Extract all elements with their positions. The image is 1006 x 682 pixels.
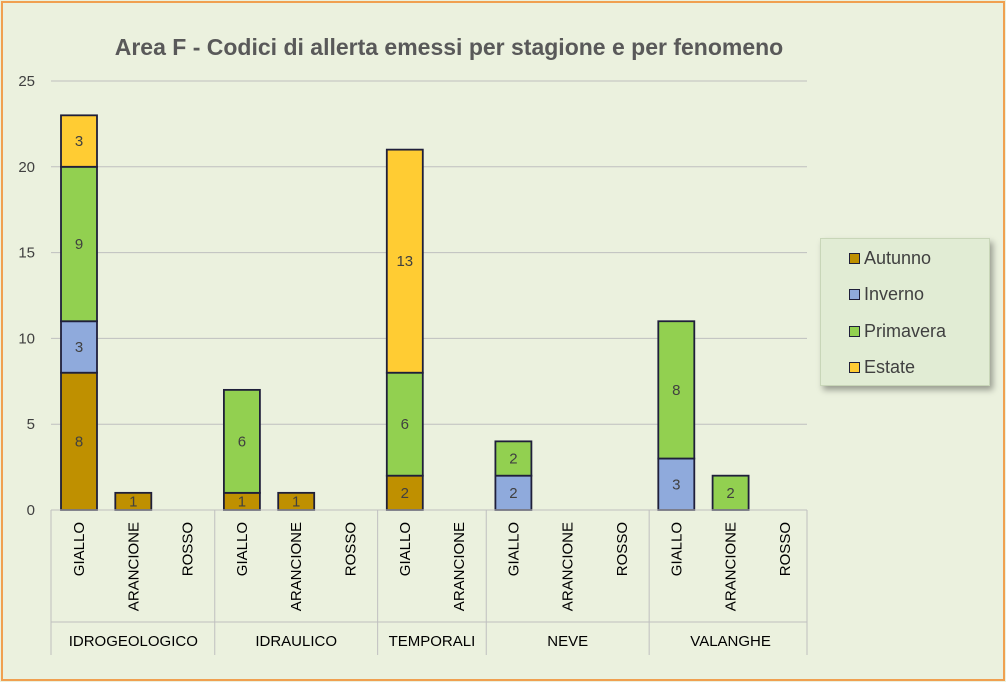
legend-label: Estate xyxy=(864,357,916,377)
legend-item: Estate xyxy=(849,357,915,379)
data-label: 3 xyxy=(75,339,83,356)
bar-segment xyxy=(385,148,424,374)
x-group-label: VALANGHE xyxy=(690,633,771,650)
x-tick-label: ARANCIONE xyxy=(560,522,577,611)
x-tick-label: ROSSO xyxy=(180,522,197,576)
data-label: 1 xyxy=(129,493,137,510)
legend-label: Inverno xyxy=(864,284,925,304)
legend: Autunno Inverno Primavera Estate xyxy=(820,238,990,386)
data-label: 8 xyxy=(672,382,680,399)
data-label: 3 xyxy=(75,133,83,150)
legend-label: Autunno xyxy=(864,247,932,268)
data-label: 2 xyxy=(401,485,409,502)
bar-segment xyxy=(494,440,533,477)
bar-segment xyxy=(60,114,98,168)
data-label: 1 xyxy=(292,493,300,510)
x-tick-label: ROSSO xyxy=(777,522,794,576)
y-tick-label: 10 xyxy=(18,330,35,347)
legend-item: Inverno xyxy=(849,284,924,306)
data-label: 6 xyxy=(401,416,409,433)
bar-segment xyxy=(385,474,424,511)
bar-segment xyxy=(222,388,261,494)
data-label: 8 xyxy=(75,433,83,450)
x-tick-label: GIALLO xyxy=(397,522,414,576)
y-axis-ticks: 0 5 10 15 20 25 xyxy=(18,73,35,519)
y-tick-label: 15 xyxy=(18,245,35,262)
x-group-label: IDROGEOLOGICO xyxy=(69,633,198,650)
legend-swatch xyxy=(849,325,860,337)
legend-label: Primavera xyxy=(864,320,947,341)
data-label: 9 xyxy=(75,236,83,253)
legend-swatch xyxy=(849,289,860,300)
y-tick-label: 20 xyxy=(18,159,35,176)
chart: Area F - Codici di allerta emessi per st… xyxy=(18,34,808,655)
y-tick-label: 0 xyxy=(27,502,35,519)
bar-segment xyxy=(711,474,750,511)
bar-segment xyxy=(385,371,424,477)
x-group-label: NEVE xyxy=(547,633,588,650)
data-label: 13 xyxy=(396,253,413,270)
legend-item: Autunno xyxy=(849,247,931,269)
x-axis: GIALLO ARANCIONE ROSSO GIALLO ARANCIONE ROSSO… xyxy=(50,509,808,655)
x-tick-label: ARANCIONE xyxy=(723,522,740,611)
x-group-label: IDRAULICO xyxy=(255,633,337,650)
x-tick-label: GIALLO xyxy=(234,522,251,576)
x-tick-label: ROSSO xyxy=(343,522,360,576)
data-label: 6 xyxy=(238,433,246,450)
bar-segment xyxy=(657,320,696,460)
x-tick-label: ARANCIONE xyxy=(125,522,142,611)
y-tick-label: 5 xyxy=(27,416,35,433)
legend-swatch xyxy=(849,252,860,264)
x-tick-label: ROSSO xyxy=(614,522,631,576)
chart-title: Area F - Codici di allerta emessi per st… xyxy=(115,34,783,60)
data-label: 2 xyxy=(509,451,517,468)
x-tick-label: ARANCIONE xyxy=(451,522,468,611)
data-label: 2 xyxy=(726,485,734,502)
x-tick-label: GIALLO xyxy=(71,522,88,576)
y-tick-label: 25 xyxy=(18,73,35,90)
legend-item: Primavera xyxy=(849,320,946,342)
x-tick-label: GIALLO xyxy=(668,522,685,576)
x-tick-label: GIALLO xyxy=(505,522,522,576)
data-label: 1 xyxy=(238,493,246,510)
x-group-label: TEMPORALI xyxy=(389,633,476,650)
data-label: 3 xyxy=(672,476,680,493)
data-label: 2 xyxy=(509,485,517,502)
bars xyxy=(60,114,750,511)
x-tick-label: ARANCIONE xyxy=(288,522,305,611)
legend-swatch xyxy=(849,362,860,373)
